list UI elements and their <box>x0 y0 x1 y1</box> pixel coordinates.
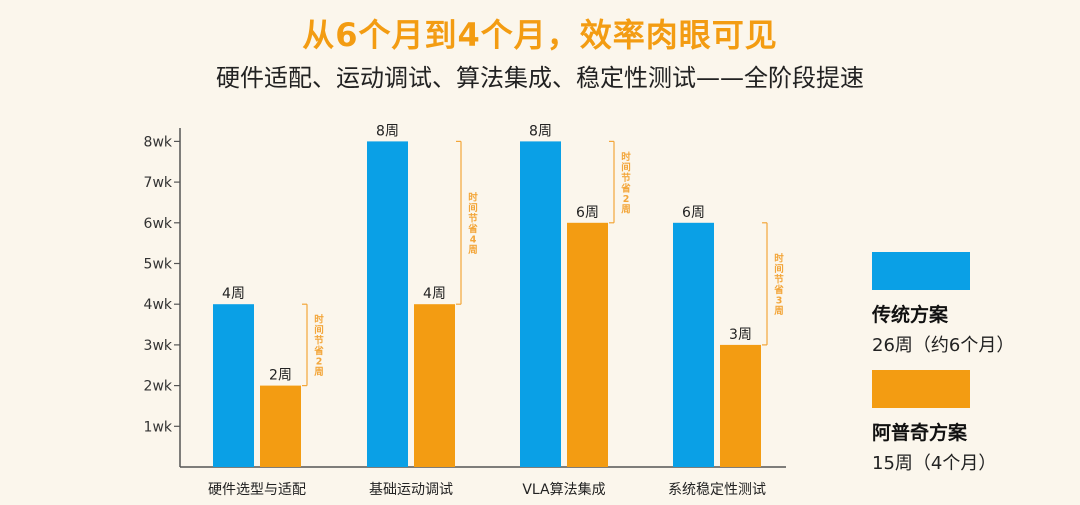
legend-item-apus: 阿普奇方案 15周（4个月） <box>872 370 996 475</box>
page-title: 从6个月到4个月，效率肉眼可见 <box>302 16 778 54</box>
bar <box>567 222 608 467</box>
legend-desc-apus: 15周（4个月） <box>872 453 997 474</box>
y-tick-label: 4wk <box>144 297 173 313</box>
legend-swatch-apus <box>872 370 970 408</box>
y-tick-label: 8wk <box>144 134 173 150</box>
legend-label-apus: 阿普奇方案 <box>872 422 968 444</box>
data-label: 8周 <box>376 123 399 139</box>
savings-annotation: 时间节省 4 周 <box>467 192 478 256</box>
data-label: 3周 <box>729 327 752 343</box>
data-label: 6周 <box>576 205 599 221</box>
y-tick-label: 5wk <box>144 257 173 273</box>
savings-annotation: 时间节省 2 周 <box>620 151 631 216</box>
bar <box>720 344 761 467</box>
bar <box>367 141 408 467</box>
bar <box>213 304 254 467</box>
bar <box>414 304 455 467</box>
data-label: 4周 <box>222 286 245 302</box>
data-label: 2周 <box>269 368 292 384</box>
y-tick-label: 3wk <box>144 338 173 354</box>
savings-annotation: 时间节省 3 周 <box>773 253 784 318</box>
legend-item-traditional: 传统方案 26周（约6个月） <box>872 252 1014 357</box>
x-tick-label: 系统稳定性测试 <box>668 482 766 498</box>
y-tick-label: 6wk <box>144 216 173 232</box>
data-label: 4周 <box>423 286 446 302</box>
x-tick-label: 硬件选型与适配 <box>208 482 306 498</box>
data-label: 6周 <box>682 205 705 221</box>
y-tick-label: 2wk <box>144 379 173 395</box>
bar <box>260 385 301 467</box>
y-tick-label: 7wk <box>144 175 173 191</box>
legend-desc-traditional: 26周（约6个月） <box>872 335 1015 356</box>
bar <box>673 222 714 467</box>
page-subtitle: 硬件适配、运动调试、算法集成、稳定性测试——全阶段提速 <box>216 64 864 92</box>
legend-label-traditional: 传统方案 <box>872 304 949 326</box>
x-tick-label: 基础运动调试 <box>369 481 453 498</box>
x-tick-label: VLA算法集成 <box>522 481 605 498</box>
data-label: 8周 <box>529 123 552 139</box>
bar <box>520 141 561 467</box>
legend-swatch-traditional <box>872 252 970 290</box>
savings-annotation: 时间节省 2 周 <box>313 314 324 379</box>
y-tick-label: 1wk <box>144 419 173 435</box>
